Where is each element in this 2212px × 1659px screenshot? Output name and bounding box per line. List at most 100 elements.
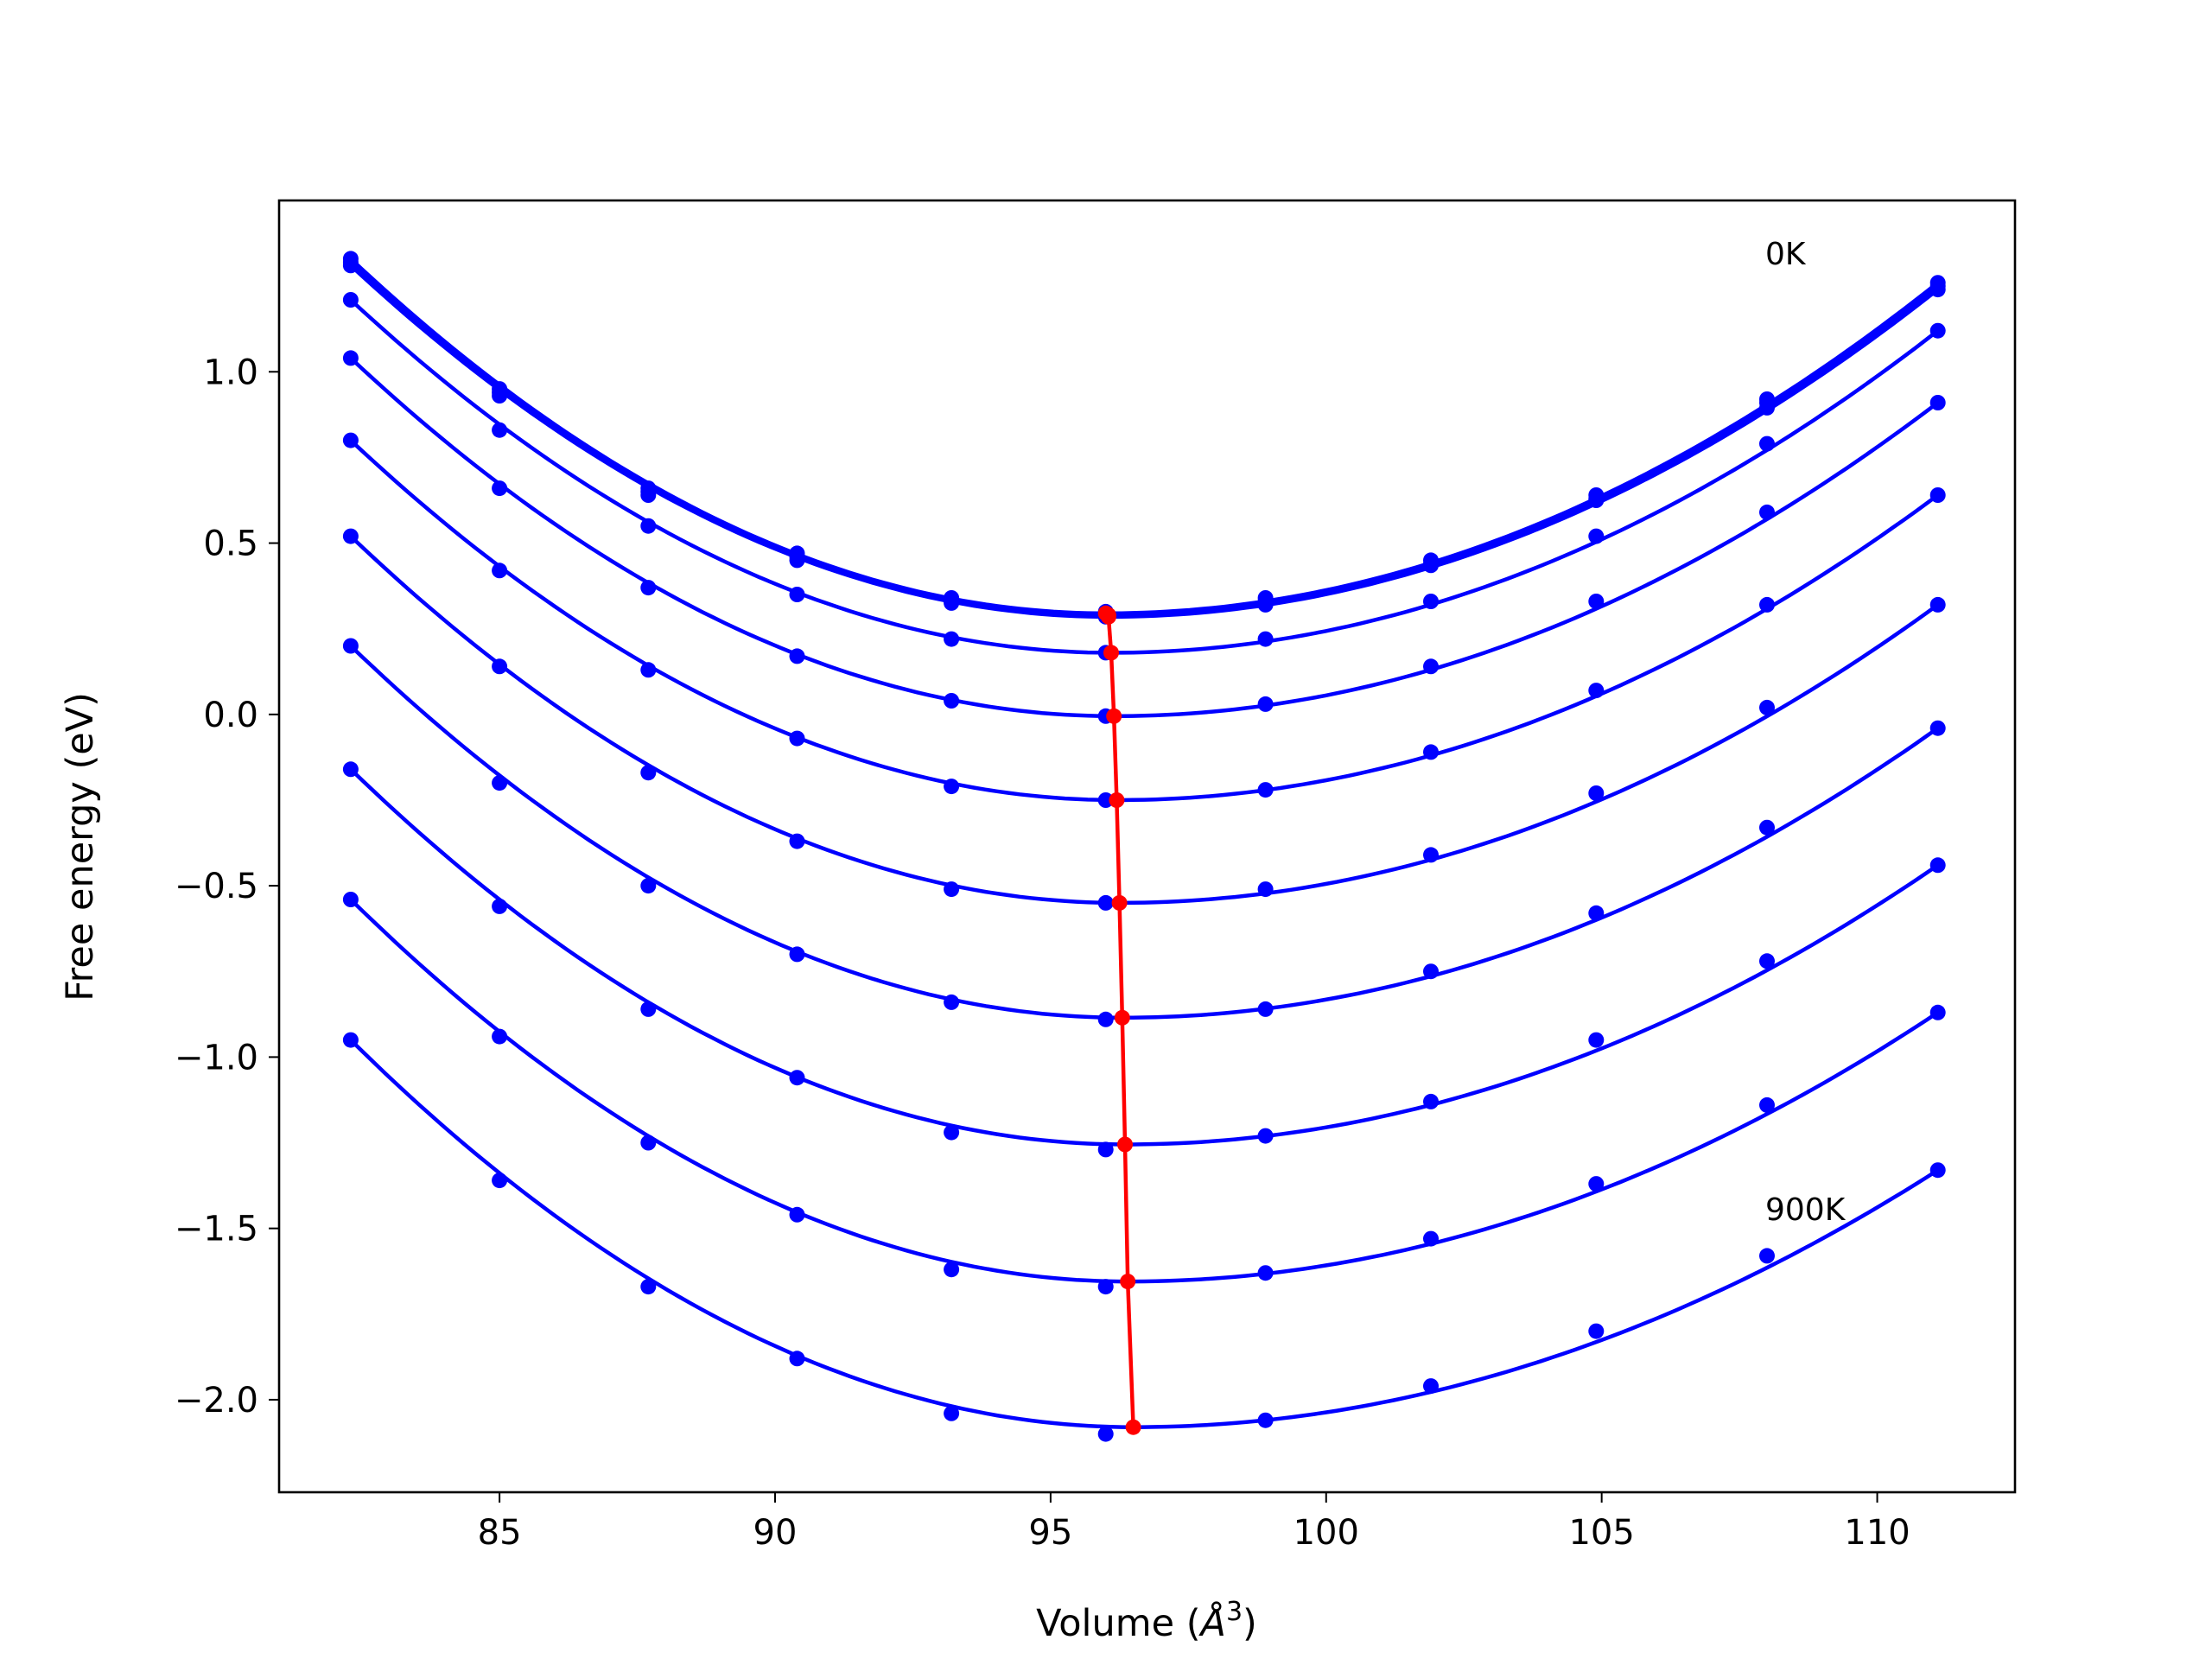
data-point-5-4 xyxy=(944,779,960,795)
minimum-line xyxy=(1097,605,1141,1435)
data-point-3-10 xyxy=(1929,322,1946,339)
data-point-4-3 xyxy=(789,648,805,664)
data-point-9-2 xyxy=(640,1135,657,1151)
data-point-6-10 xyxy=(1929,596,1946,613)
data-point-9-5 xyxy=(1097,1279,1114,1295)
data-point-4-2 xyxy=(640,580,657,596)
data-point-9-8 xyxy=(1588,1176,1605,1192)
data-point-5-3 xyxy=(789,730,805,747)
series-curves xyxy=(349,257,1940,1429)
y-axis-label: Free energy (eV) xyxy=(59,692,102,1001)
y-tick-label: 1.0 xyxy=(203,353,258,392)
data-point-5-10 xyxy=(1929,487,1946,503)
data-point-2-4 xyxy=(944,594,960,611)
data-point-10-2 xyxy=(640,1279,657,1295)
minimum-point-3 xyxy=(1103,645,1119,661)
x-tick-label: 100 xyxy=(1294,1513,1359,1553)
y-axis-ticks: 1.0 0.5 0.0 −0.5 −1.0 −1.5 −2.0 xyxy=(175,353,279,1421)
data-point-8-2 xyxy=(640,1001,657,1017)
data-point-7-3 xyxy=(789,946,805,963)
data-point-8-8 xyxy=(1588,1032,1605,1048)
data-point-6-9 xyxy=(1759,699,1775,715)
data-point-2-7 xyxy=(1423,557,1439,574)
data-point-2-9 xyxy=(1759,399,1775,416)
data-point-8-7 xyxy=(1423,1093,1439,1109)
data-point-4-9 xyxy=(1759,504,1775,520)
data-point-9-1 xyxy=(492,1028,508,1045)
data-point-5-6 xyxy=(1257,782,1274,798)
data-point-6-7 xyxy=(1423,847,1439,863)
x-tick-label: 105 xyxy=(1568,1513,1634,1553)
x-tick-label: 85 xyxy=(478,1513,522,1553)
data-point-3-8 xyxy=(1588,528,1605,544)
data-point-10-3 xyxy=(789,1351,805,1367)
series-curve-3 xyxy=(349,298,1940,655)
data-point-2-3 xyxy=(789,552,805,569)
data-point-6-3 xyxy=(789,833,805,849)
data-point-6-1 xyxy=(492,658,508,675)
data-point-7-2 xyxy=(640,878,657,894)
data-point-6-6 xyxy=(1257,881,1274,898)
data-point-5-0 xyxy=(342,432,359,448)
data-point-7-0 xyxy=(342,638,359,654)
series-curve-6 xyxy=(349,534,1940,906)
data-point-8-6 xyxy=(1257,1128,1274,1144)
y-tick-label: 0.5 xyxy=(203,524,258,564)
plot-frame xyxy=(277,199,2017,1494)
data-point-4-7 xyxy=(1423,658,1439,675)
data-point-6-4 xyxy=(944,881,960,898)
data-point-8-4 xyxy=(944,1124,960,1141)
y-tick-label: −2.0 xyxy=(175,1381,258,1421)
minimum-point-6 xyxy=(1111,894,1128,911)
data-point-6-8 xyxy=(1588,785,1605,801)
data-point-5-5 xyxy=(1097,792,1114,808)
data-point-7-7 xyxy=(1423,963,1439,980)
x-tick-label: 95 xyxy=(1028,1513,1072,1553)
data-point-5-8 xyxy=(1588,683,1605,699)
data-point-4-6 xyxy=(1257,696,1274,712)
data-point-9-3 xyxy=(789,1206,805,1223)
data-point-6-5 xyxy=(1097,894,1114,911)
data-point-8-5 xyxy=(1097,1141,1114,1158)
data-point-9-6 xyxy=(1257,1265,1274,1281)
data-point-5-1 xyxy=(492,563,508,579)
data-point-5-9 xyxy=(1759,596,1775,613)
data-point-10-4 xyxy=(944,1405,960,1421)
y-tick-label: −0.5 xyxy=(175,867,258,906)
data-point-10-9 xyxy=(1759,1248,1775,1264)
series-curve-9 xyxy=(349,898,1939,1284)
y-tick-label: 0.0 xyxy=(203,696,258,735)
data-point-2-6 xyxy=(1257,596,1274,613)
data-point-3-7 xyxy=(1423,594,1439,609)
x-axis-ticks: 85 90 95 100 105 110 xyxy=(478,1492,1910,1553)
minimum-point-8 xyxy=(1117,1136,1133,1153)
data-point-10-10 xyxy=(1929,1162,1946,1179)
data-point-10-8 xyxy=(1588,1323,1605,1339)
data-point-3-2 xyxy=(640,518,657,534)
data-point-10-7 xyxy=(1423,1378,1439,1395)
x-axis-label: Volume (Å3) xyxy=(1036,1597,1257,1645)
x-tick-label: 90 xyxy=(753,1513,798,1553)
data-point-7-5 xyxy=(1097,1011,1114,1027)
data-point-9-0 xyxy=(342,892,359,907)
data-point-2-2 xyxy=(640,487,657,503)
data-point-7-10 xyxy=(1929,720,1946,736)
data-point-3-1 xyxy=(492,422,508,438)
annotation-0k: 0K xyxy=(1765,237,1807,272)
data-point-3-9 xyxy=(1759,435,1775,452)
data-point-10-5 xyxy=(1097,1426,1114,1442)
data-point-8-9 xyxy=(1759,953,1775,969)
series-curve-10 xyxy=(349,1038,1939,1429)
data-point-8-0 xyxy=(342,761,359,778)
series-points xyxy=(342,251,1946,1442)
data-point-9-9 xyxy=(1759,1096,1775,1113)
minimum-point-10 xyxy=(1125,1419,1141,1435)
series-curve-4 xyxy=(349,356,1940,719)
data-point-10-0 xyxy=(342,1032,359,1048)
data-point-4-0 xyxy=(342,350,359,366)
data-point-2-8 xyxy=(1588,493,1605,508)
data-point-9-7 xyxy=(1423,1230,1439,1247)
data-point-7-8 xyxy=(1588,905,1605,921)
